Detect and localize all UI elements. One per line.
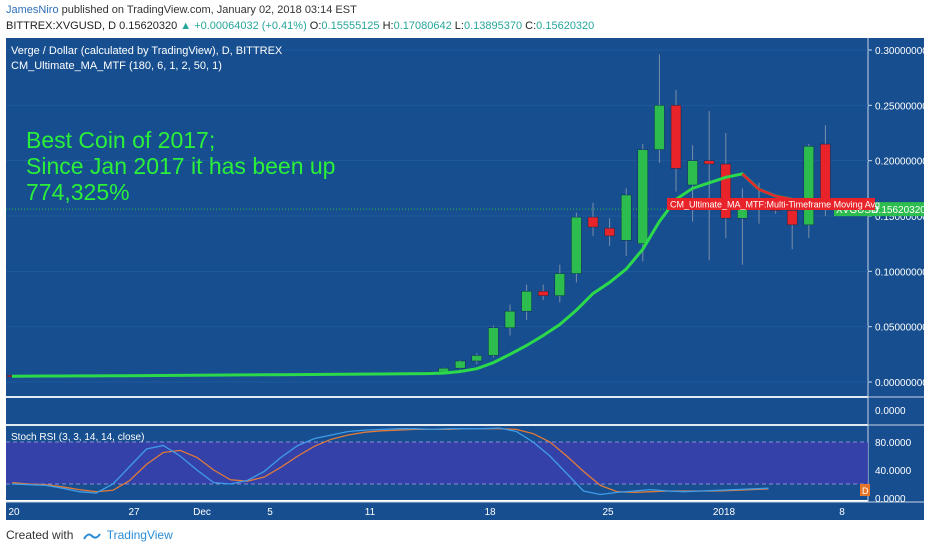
rsi-tick-label: 40.0000 xyxy=(875,466,912,477)
candle xyxy=(504,310,516,329)
open-value: 0.15555125 xyxy=(321,20,380,32)
candle xyxy=(521,291,532,312)
candle xyxy=(670,105,682,169)
candle xyxy=(488,327,499,356)
time-axis-bg xyxy=(6,502,924,520)
time-tick-label: 8 xyxy=(839,507,845,518)
price-tick-label: 0.10000000 xyxy=(875,267,924,278)
time-tick-label: 5 xyxy=(267,507,273,518)
price-tick-label: 0.20000000 xyxy=(875,157,924,168)
candle xyxy=(803,146,815,226)
empty-pane-bg xyxy=(6,398,868,424)
time-tick-label: 27 xyxy=(128,507,140,518)
annotation-line: Best Coin of 2017; xyxy=(26,127,215,153)
price-tick-label: 0.15000000 xyxy=(875,212,924,223)
empty-pane-tick: 0.0000 xyxy=(875,406,906,417)
price-tag-bg xyxy=(870,202,924,217)
rsi-d-badge-text: D xyxy=(862,486,869,496)
ma-tag-text: CM_Ultimate_MA_MTF:Multi-Timeframe Movin… xyxy=(670,200,880,210)
created-with-text: Created with xyxy=(6,528,74,542)
rsi-k-line xyxy=(11,427,769,496)
symbol-text: BITTREX:XVGUSD, D 0.15620320 xyxy=(6,20,178,32)
ma-tag-bg xyxy=(667,198,875,210)
time-tick-label: 25 xyxy=(602,507,614,518)
candle xyxy=(454,360,466,369)
price-chart[interactable]: 0.30000000 0.25000000 0.20000000 0.15000000… xyxy=(6,38,924,520)
published-text: published on TradingView.com, January 02… xyxy=(58,4,357,16)
tradingview-brand-link[interactable]: TradingView xyxy=(106,528,173,542)
candle xyxy=(604,227,615,237)
price-tick-label: 0.25000000 xyxy=(875,101,924,112)
rsi-band-fill xyxy=(6,442,868,484)
rsi-tick-label: 0.0000 xyxy=(875,494,906,505)
symbol-tag: XVGUSD xyxy=(836,205,878,216)
candle xyxy=(620,194,632,241)
ma-line xyxy=(11,172,826,378)
candle xyxy=(703,160,715,165)
candle xyxy=(471,355,483,362)
price-tick-label: 0.00000000 xyxy=(875,378,924,389)
candle xyxy=(554,273,566,296)
candle xyxy=(654,105,665,150)
candle xyxy=(571,216,582,274)
indicator-label: CM_Ultimate_MA_MTF (180, 6, 1, 2, 50, 1) xyxy=(11,60,222,72)
tradingview-logo-icon xyxy=(82,533,101,540)
annotation-line: 774,325% xyxy=(26,179,130,205)
time-tick-label: 20 xyxy=(8,507,20,518)
candle xyxy=(537,291,549,296)
rsi-d-line xyxy=(11,428,769,494)
candle xyxy=(720,163,732,219)
publish-info: JamesNiro published on TradingView.com, … xyxy=(6,4,357,16)
price-tick-label: 0.05000000 xyxy=(875,323,924,334)
change-text: ▲ +0.00064032 (+0.41%) xyxy=(180,20,307,32)
open-label: O: xyxy=(309,20,322,32)
candle xyxy=(637,149,649,244)
chart-title: Verge / Dollar (calculated by TradingVie… xyxy=(11,45,283,57)
price-tag-value: 0.15620320 xyxy=(873,205,924,216)
high-label: H: xyxy=(382,20,394,32)
candle xyxy=(687,160,698,186)
rsi-tick-label: 80.0000 xyxy=(875,438,912,449)
low-value: 0.13895370 xyxy=(463,20,523,32)
price-tick-label: 0.30000000 xyxy=(875,46,924,57)
close-label: C: xyxy=(525,20,537,32)
footer: Created with TradingView xyxy=(6,528,173,542)
author-link[interactable]: JamesNiro xyxy=(6,4,59,16)
high-value: 0.17080642 xyxy=(393,20,452,32)
low-label: L: xyxy=(454,20,464,32)
time-tick-label: 18 xyxy=(484,507,496,518)
candle xyxy=(786,210,798,226)
time-tick-label: Dec xyxy=(193,507,211,518)
time-tick-label: 2018 xyxy=(713,507,736,518)
rsi-d-badge xyxy=(860,484,870,496)
ohlc-line: BITTREX:XVGUSD, D 0.15620320 ▲ +0.000640… xyxy=(6,20,594,32)
rsi-label: Stoch RSI (3, 3, 14, 14, close) xyxy=(11,432,144,443)
candle xyxy=(587,216,599,228)
close-value: 0.15620320 xyxy=(536,20,595,32)
annotation-line: Since Jan 2017 it has been up xyxy=(26,153,335,179)
time-tick-label: 11 xyxy=(365,507,376,518)
